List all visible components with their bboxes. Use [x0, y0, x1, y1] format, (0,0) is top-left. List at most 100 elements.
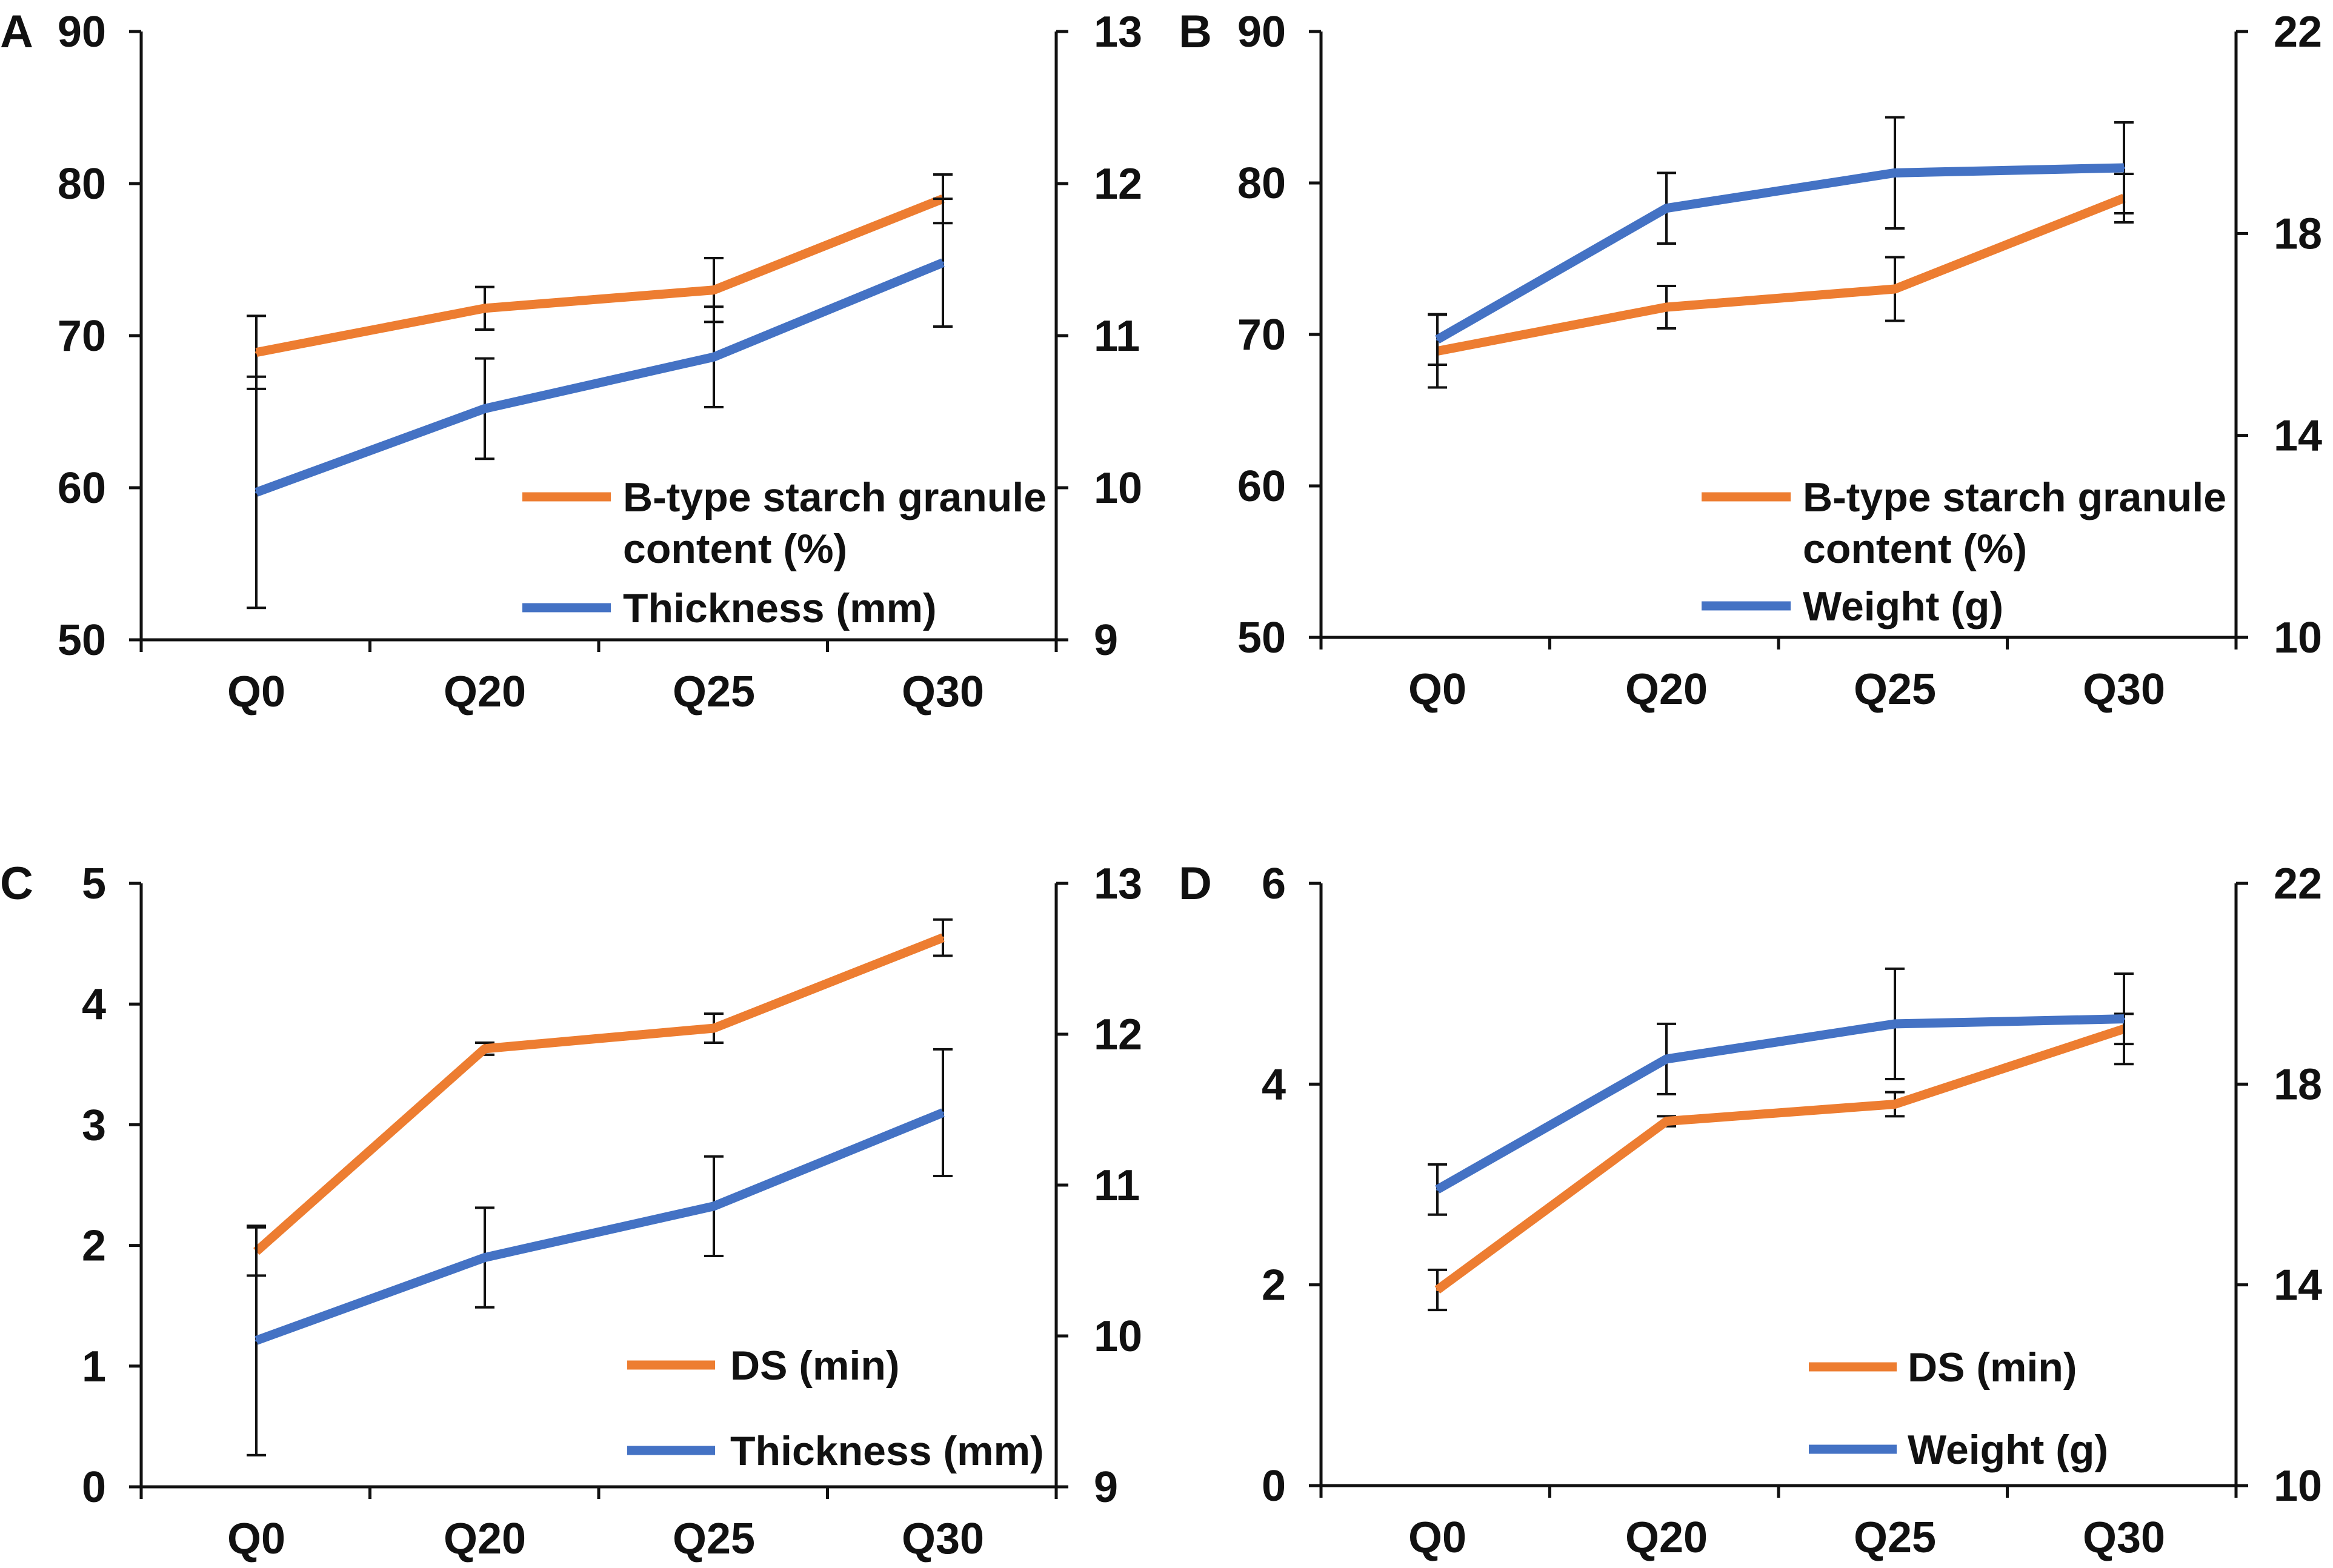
data-point	[484, 1047, 486, 1050]
category-label: Q30	[902, 668, 984, 716]
left-tick-label: 50	[1237, 614, 1286, 662]
series-line-orange	[253, 933, 945, 1255]
panel-letter: D	[1179, 858, 1212, 909]
series-blue	[1428, 967, 2134, 1216]
data-point	[484, 307, 486, 310]
panel-a: A 50 60 70 80 90 9 10 11 12 13 Q0 Q20 Q25 Q30 B-type st…	[0, 6, 1142, 716]
left-tick-label: 3	[82, 1101, 106, 1149]
left-tick-label: 6	[1262, 860, 1286, 908]
category-label: Q30	[2083, 665, 2165, 714]
data-point	[484, 407, 486, 410]
left-tick-label: 60	[1237, 462, 1286, 511]
data-point	[1894, 171, 1896, 174]
category-label: Q0	[1408, 665, 1466, 714]
right-tick-label: 10	[2274, 614, 2322, 662]
legend-label: Thickness (mm)	[730, 1428, 1044, 1474]
left-tick-label: 4	[82, 980, 106, 1029]
data-point	[713, 1204, 715, 1208]
data-point	[1665, 306, 1668, 308]
panel-letter: C	[0, 858, 33, 909]
right-tick-label: 11	[1094, 312, 1140, 360]
legend-label: Thickness (mm)	[623, 585, 937, 631]
right-tick-label: 22	[2274, 8, 2322, 56]
right-tick-label: 10	[1094, 464, 1142, 513]
data-point	[713, 288, 715, 291]
category-label: Q20	[1625, 1513, 1708, 1562]
data-point	[255, 1339, 258, 1342]
right-tick-label: 10	[1094, 1312, 1142, 1361]
data-point	[942, 1111, 944, 1114]
series-line-orange	[1434, 1025, 2126, 1294]
data-point	[942, 936, 944, 939]
category-label: Q25	[1854, 1513, 1936, 1562]
right-tick-label: 9	[1094, 1463, 1118, 1512]
left-tick-label: 0	[82, 1463, 106, 1512]
series-line-blue	[1435, 163, 2125, 344]
data-point	[1436, 338, 1439, 341]
panel-b: B 50 60 70 80 90 10 14 18 22 Q0 Q20 Q25 Q30 B-type sta…	[1179, 6, 2322, 714]
right-tick-label: 14	[2274, 412, 2322, 460]
category-label: Q0	[227, 668, 285, 716]
series-line-orange	[255, 194, 945, 357]
data-point	[1436, 1288, 1439, 1291]
panel-d: D 0 2 4 6 10 14 18 22 Q0 Q20 Q25 Q30 DS (min) Weight (…	[1179, 858, 2322, 1562]
data-point	[1894, 1022, 1896, 1025]
data-point	[1665, 207, 1668, 210]
right-tick-label: 12	[1094, 160, 1142, 208]
right-tick-label: 13	[1094, 8, 1142, 56]
left-tick-label: 60	[58, 464, 106, 513]
left-tick-label: 50	[58, 616, 106, 665]
series-blue	[247, 1048, 953, 1457]
data-point	[255, 491, 258, 494]
legend: DS (min) Thickness (mm)	[627, 1343, 1044, 1474]
legend: B-type starch granule content (%) Weight (…	[1702, 474, 2226, 630]
legend-label: DS (min)	[730, 1343, 900, 1389]
data-point	[1894, 288, 1896, 290]
data-point	[1665, 1057, 1668, 1060]
series-orange	[247, 173, 953, 390]
category-label: Q30	[2083, 1513, 2165, 1562]
data-point	[1665, 1120, 1668, 1123]
legend-label: Weight (g)	[1803, 583, 2003, 630]
category-label: Q20	[444, 668, 526, 716]
legend-label-line2: content (%)	[1803, 526, 2027, 572]
left-tick-label: 1	[82, 1343, 106, 1391]
series-line-blue	[255, 258, 945, 497]
legend: B-type starch granule content (%) Thicknes…	[522, 474, 1047, 631]
panel-letter: A	[0, 6, 33, 58]
category-label: Q0	[227, 1515, 285, 1563]
category-label: Q20	[444, 1515, 526, 1563]
left-tick-label: 2	[82, 1222, 106, 1271]
left-tick-label: 80	[1237, 159, 1286, 208]
series-line-blue	[255, 1108, 945, 1345]
series-blue	[247, 198, 953, 610]
left-tick-label: 70	[58, 312, 106, 360]
left-tick-label: 2	[1262, 1261, 1286, 1310]
right-tick-label: 18	[2274, 1060, 2322, 1109]
left-tick-label: 90	[1237, 8, 1286, 56]
category-label: Q25	[673, 1515, 755, 1563]
legend-label: DS (min)	[1908, 1344, 2077, 1390]
data-point	[713, 356, 715, 359]
data-point	[942, 261, 944, 264]
series-line-blue	[1435, 1014, 2125, 1194]
right-tick-label: 14	[2274, 1261, 2322, 1310]
left-tick-label: 0	[1262, 1462, 1286, 1510]
legend-label: B-type starch granule	[623, 474, 1047, 520]
series-blue	[1428, 116, 2134, 366]
legend: DS (min) Weight (g)	[1809, 1344, 2108, 1473]
legend-label: Weight (g)	[1908, 1427, 2108, 1473]
category-label: Q20	[1625, 665, 1708, 714]
left-tick-label: 5	[82, 860, 106, 908]
right-tick-label: 22	[2274, 860, 2322, 908]
data-point	[2123, 167, 2125, 169]
right-tick-label: 12	[1094, 1011, 1142, 1059]
data-point	[1894, 1103, 1896, 1106]
category-label: Q30	[902, 1515, 984, 1563]
legend-label-line2: content (%)	[623, 526, 847, 572]
category-label: Q0	[1408, 1513, 1466, 1562]
data-point	[484, 1256, 486, 1259]
series-orange	[247, 918, 953, 1277]
